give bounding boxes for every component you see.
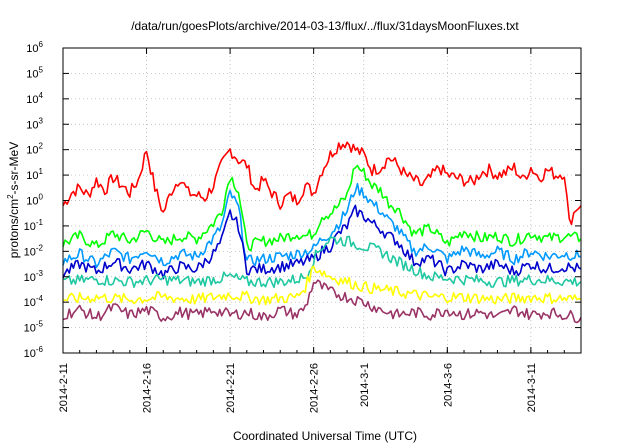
y-axis-label: protons/cm2-s-sr-MeV — [6, 142, 21, 258]
series-line — [62, 141, 582, 226]
y-tick-exponent: 2 — [39, 142, 44, 151]
y-tick-exponent: -5 — [36, 320, 44, 329]
x-tick-label: 2014-2-26 — [309, 363, 321, 413]
y-tick-base: 10 — [24, 348, 36, 360]
y-tick-base: 10 — [26, 170, 38, 182]
y-tick-label: 103 — [26, 116, 43, 131]
y-tick-exponent: -3 — [36, 269, 44, 278]
y-tick-base: 10 — [24, 272, 36, 284]
y-tick-base: 10 — [26, 68, 38, 80]
x-tick-label: 2014-3-1 — [359, 363, 371, 407]
y-tick-label: 10-1 — [24, 218, 44, 233]
x-axis-label: Coordinated Universal Time (UTC) — [233, 429, 417, 443]
y-tick-exponent: 1 — [39, 167, 44, 176]
y-tick-exponent: 3 — [39, 116, 44, 125]
y-tick-label: 10-2 — [24, 243, 44, 258]
y-tick-label: 10-4 — [24, 294, 44, 309]
x-tick-labels: 2014-2-11 2014-2-16 2014-2-21 2014-2-26 2014… — [58, 363, 538, 413]
y-tick-exponent: -2 — [36, 243, 44, 252]
series-line — [62, 182, 582, 269]
y-tick-labels: 10-610-510-410-310-210-11001011021031041… — [24, 40, 44, 360]
y-tick-base: 10 — [24, 323, 36, 335]
y-tick-base: 10 — [26, 196, 38, 208]
x-tick-label: 2014-2-21 — [225, 363, 237, 413]
y-tick-label: 10-3 — [24, 269, 44, 284]
y-tick-exponent: 5 — [39, 65, 44, 74]
axis-ticks — [62, 47, 582, 354]
y-tick-label: 100 — [26, 193, 43, 208]
y-tick-base: 10 — [24, 221, 36, 233]
series-line — [62, 204, 582, 280]
series-lines — [62, 141, 582, 324]
y-tick-label: 10-5 — [24, 320, 44, 335]
y-tick-exponent: -1 — [36, 218, 44, 227]
y-tick-base: 10 — [24, 246, 36, 258]
chart-title: /data/run/goesPlots/archive/2014-03-13/f… — [131, 19, 519, 33]
grid — [63, 48, 581, 353]
x-tick-label: 2014-3-11 — [526, 363, 538, 412]
y-tick-label: 10-6 — [24, 345, 44, 360]
y-tick-label: 101 — [26, 167, 43, 182]
y-tick-exponent: 4 — [39, 91, 44, 100]
y-tick-base: 10 — [26, 94, 38, 106]
series-line — [62, 265, 582, 306]
y-tick-base: 10 — [26, 43, 38, 55]
y-tick-exponent: -6 — [36, 345, 44, 354]
series-line — [62, 279, 582, 324]
y-tick-exponent: -4 — [36, 294, 44, 303]
series-line — [62, 235, 582, 289]
y-tick-base: 10 — [26, 119, 38, 131]
y-tick-label: 106 — [26, 40, 43, 55]
y-tick-base: 10 — [24, 297, 36, 309]
y-tick-label: 105 — [26, 65, 43, 80]
y-tick-base: 10 — [26, 145, 38, 157]
y-tick-exponent: 0 — [39, 193, 44, 202]
x-tick-label: 2014-2-11 — [58, 363, 70, 412]
x-tick-label: 2014-3-6 — [442, 363, 454, 407]
x-tick-label: 2014-2-16 — [142, 363, 154, 413]
y-tick-exponent: 6 — [39, 40, 44, 49]
y-tick-label: 102 — [26, 142, 43, 157]
series-line — [62, 164, 582, 252]
y-tick-label: 104 — [26, 91, 43, 106]
